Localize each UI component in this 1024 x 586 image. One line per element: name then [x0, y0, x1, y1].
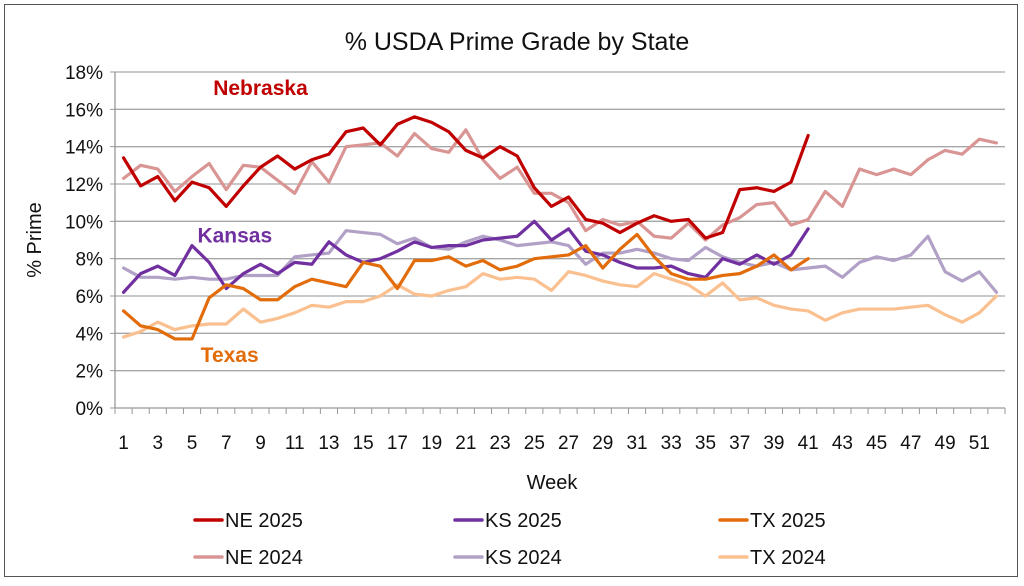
chart-frame: % USDA Prime Grade by State 0% 2% 4% 6% 8% 10… — [4, 4, 1018, 577]
series-line-ne-2025 — [121, 115, 810, 240]
y-tick-label: 6% — [76, 287, 104, 308]
series-line-ne-2024 — [121, 128, 999, 242]
x-tick-label: 31 — [626, 433, 647, 454]
legend: NE 2025 KS 2025 TX 2025 NE 2024 KS 2024 TX 20… — [193, 510, 826, 569]
chart-title: % USDA Prime Grade by State — [345, 28, 690, 56]
y-tick-label: 10% — [65, 212, 103, 233]
legend-item: KS 2025 — [453, 510, 562, 532]
legend-label: KS 2025 — [485, 510, 562, 532]
x-tick-label: 39 — [763, 433, 784, 454]
y-tick-label: 4% — [76, 324, 104, 345]
annotations: Nebraska Kansas Texas — [197, 77, 308, 367]
legend-label: KS 2024 — [485, 547, 562, 569]
series-lines — [121, 115, 999, 341]
y-tick-label: 8% — [76, 250, 104, 271]
x-tick-label: 9 — [255, 433, 266, 454]
x-tick-label: 35 — [695, 433, 716, 454]
x-tick-label: 51 — [969, 433, 990, 454]
y-axis-ticks: 0% 2% 4% 6% 8% 10% 12% 14% 16% 18% — [65, 63, 115, 420]
series-line-ks-2025 — [121, 219, 810, 294]
annotation-texas: Texas — [201, 344, 259, 367]
x-tick-label: 49 — [935, 433, 956, 454]
gridlines — [114, 71, 1005, 409]
x-axis: 1 3 5 7 9 11 13 15 17 19 21 23 25 27 29 31 33 35 37 39 41 43 4… — [114, 408, 1006, 454]
series-line-ks-2024 — [121, 229, 999, 294]
line-chart: % USDA Prime Grade by State 0% 2% 4% 6% 8% 10… — [24, 28, 1006, 569]
x-tick-label: 27 — [558, 433, 579, 454]
legend-label: NE 2024 — [225, 547, 303, 569]
x-tick-label: 11 — [285, 433, 305, 454]
x-axis-label: Week — [527, 472, 579, 494]
annotation-nebraska: Nebraska — [213, 77, 308, 100]
x-tick-label: 37 — [729, 433, 750, 454]
y-tick-label: 18% — [65, 63, 103, 84]
x-tick-label: 3 — [152, 433, 163, 454]
x-tick-label: 23 — [490, 433, 511, 454]
legend-item: TX 2025 — [718, 510, 826, 532]
y-tick-label: 12% — [65, 175, 103, 196]
x-tick-label: 29 — [592, 433, 613, 454]
x-tick-label: 25 — [524, 433, 545, 454]
x-tick-label: 45 — [866, 433, 887, 454]
legend-item: TX 2024 — [718, 547, 826, 569]
x-tick-label: 33 — [661, 433, 682, 454]
legend-label: NE 2025 — [225, 510, 303, 532]
x-tick-label: 19 — [421, 433, 442, 454]
x-tick-label: 5 — [187, 433, 198, 454]
legend-item: NE 2025 — [193, 510, 303, 532]
x-tick-label: 47 — [900, 433, 921, 454]
x-tick-label: 15 — [353, 433, 374, 454]
x-tick-label: 17 — [387, 433, 408, 454]
x-tick-label: 7 — [221, 433, 232, 454]
x-tick-label: 41 — [798, 433, 819, 454]
legend-label: TX 2024 — [750, 547, 826, 569]
x-tick-label: 1 — [118, 433, 129, 454]
y-tick-label: 0% — [76, 399, 104, 420]
y-tick-label: 14% — [65, 138, 103, 159]
annotation-kansas: Kansas — [197, 224, 272, 247]
x-tick-label: 43 — [832, 433, 853, 454]
legend-item: KS 2024 — [453, 547, 562, 569]
series-line-tx-2024 — [121, 270, 999, 339]
y-tick-label: 2% — [76, 362, 104, 383]
y-tick-label: 16% — [65, 100, 103, 121]
legend-label: TX 2025 — [750, 510, 826, 532]
legend-item: NE 2024 — [193, 547, 303, 569]
series-line-tx-2025 — [121, 232, 810, 341]
x-tick-label: 21 — [455, 433, 476, 454]
x-tick-label: 13 — [318, 433, 339, 454]
y-axis-label: % Prime — [24, 202, 46, 278]
